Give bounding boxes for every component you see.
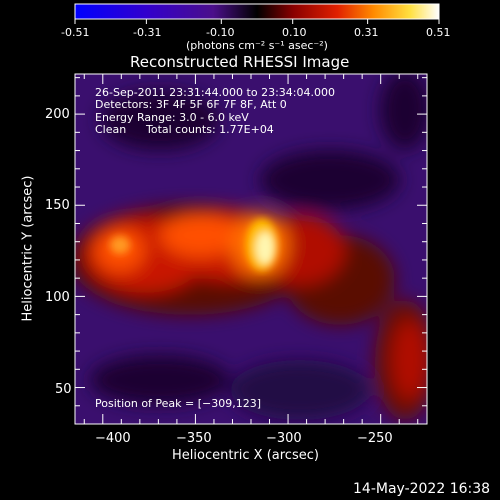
axis-ticks: [75, 74, 427, 424]
x-tick-label: −300: [266, 431, 302, 446]
colorbar-label-4: 0.31: [354, 26, 379, 39]
annotation-method: Clean: [95, 123, 127, 136]
colorbar-label-0: -0.51: [61, 26, 90, 39]
y-tick-label: 200: [45, 107, 70, 122]
colorbar-units: (photons cm⁻² s⁻¹ asec⁻²): [186, 39, 328, 52]
annotation-time: 26-Sep-2011 23:31:44.000 to 23:34:04.000: [95, 86, 335, 99]
x-tick-label: −400: [95, 431, 131, 446]
x-tick-label: −250: [357, 431, 393, 446]
colorbar-label-1: -0.31: [133, 26, 162, 39]
y-tick-label: 50: [55, 382, 72, 397]
x-axis-label: Heliocentric X (arcsec): [172, 448, 319, 463]
colorbar-label-5: 0.51: [426, 26, 451, 39]
x-tick-label: −350: [176, 431, 212, 446]
colorbar-label-2: -0.10: [206, 26, 235, 39]
colorbar-ticks: [74, 19, 440, 24]
heatmap-peak: [110, 219, 278, 271]
footer-date: 14-May-2022 16:38: [353, 481, 491, 497]
y-tick-label: 150: [45, 198, 70, 213]
annotation-energy: Energy Range: 3.0 - 6.0 keV: [95, 111, 249, 124]
y-axis-label: Heliocentric Y (arcsec): [20, 175, 36, 322]
heatmap-emission: [75, 74, 427, 420]
annotation-detectors: Detectors: 3F 4F 5F 6F 7F 8F, Att 0: [95, 98, 287, 111]
colorbar: [74, 3, 440, 24]
colorbar-label-3: 0.10: [282, 26, 307, 39]
annotation-counts: Total counts: 1.77E+04: [146, 123, 274, 136]
y-tick-label: 100: [45, 290, 70, 305]
colorbar-gradient: [74, 3, 440, 20]
annotation-peak: Position of Peak = [−309,123]: [95, 397, 262, 410]
chart-title: Reconstructed RHESSI Image: [130, 53, 350, 71]
